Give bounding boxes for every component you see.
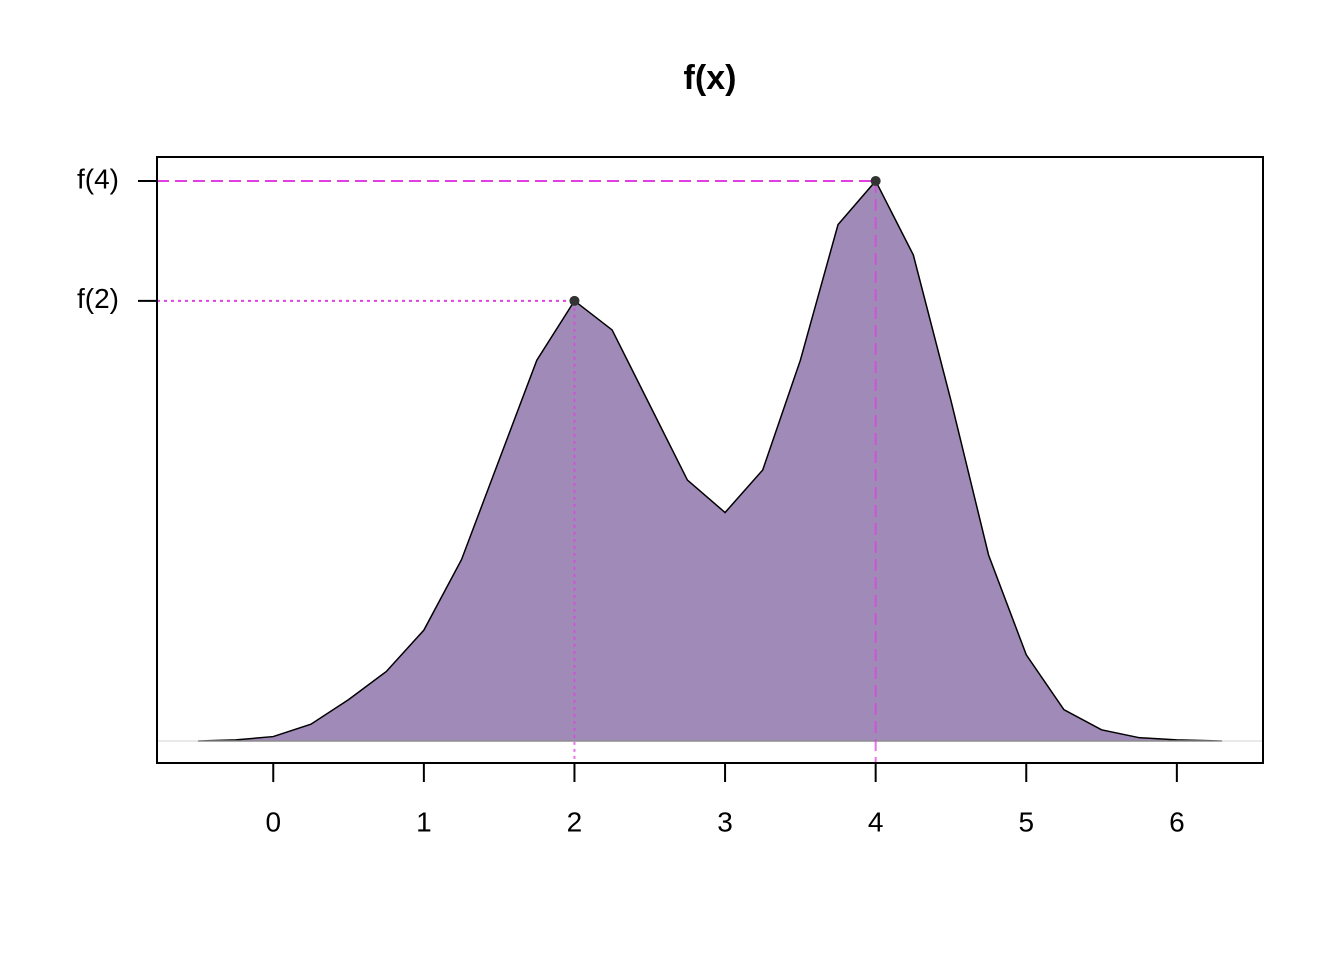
x-tick-label: 3 [717,806,733,837]
x-tick-label: 1 [416,806,432,837]
peak-point [569,295,580,306]
chart-title: f(x) [684,59,737,97]
x-tick-label: 5 [1018,806,1034,837]
plot-frame [156,156,1264,764]
x-tick-label: 0 [265,806,281,837]
y-tick-label: f(2) [77,283,119,314]
x-tick-label: 6 [1169,806,1185,837]
y-tick-label: f(4) [77,163,119,194]
x-tick-label: 4 [868,806,884,837]
peak-point [870,175,881,186]
density-area [197,179,1223,742]
x-tick-label: 2 [567,806,583,837]
